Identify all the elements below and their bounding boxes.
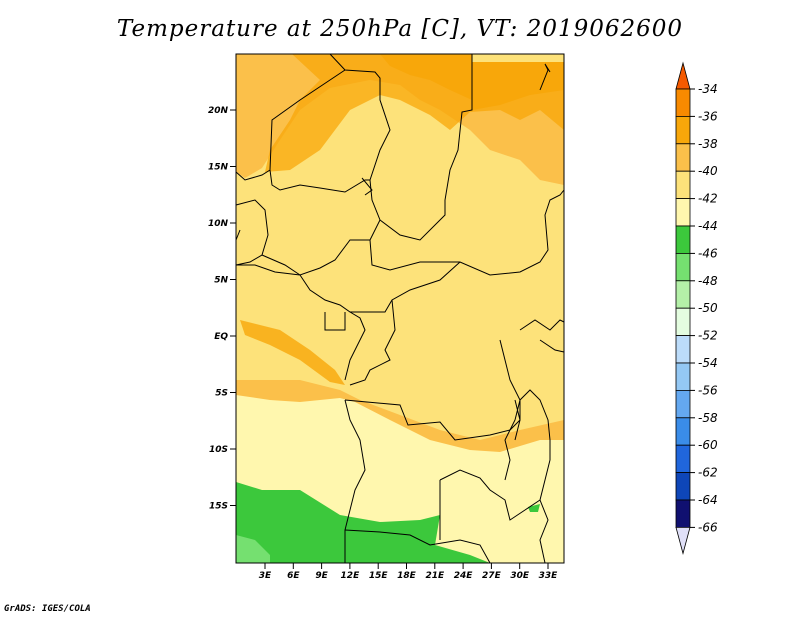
colorbar-swatch bbox=[675, 335, 691, 364]
lat-tick-label: 5S bbox=[215, 389, 228, 399]
lon-tick-label: 27E bbox=[482, 571, 502, 581]
grads-credit: GrADS: IGES/COLA bbox=[4, 604, 91, 614]
lon-tick-label: 21E bbox=[425, 571, 445, 581]
lon-tick-label: 24E bbox=[454, 571, 474, 581]
colorbar-label: -58 bbox=[698, 411, 718, 425]
longitude-axis: 3E 6E 9E 12E 15E 18E 21E 24E 27E 30E 33E bbox=[259, 563, 558, 581]
lon-tick-label: 15E bbox=[369, 571, 389, 581]
country-borders bbox=[235, 53, 565, 564]
colorbar-swatch bbox=[675, 389, 691, 419]
colorbar-label: -50 bbox=[698, 301, 718, 315]
colorbar-swatch bbox=[675, 143, 691, 172]
colorbar: -34 -36 -38 -40 -42 -44 -46 -48 -50 -52 -54 -56 -58 -… bbox=[675, 61, 718, 555]
colorbar-swatch bbox=[675, 417, 691, 446]
lon-tick-label: 33E bbox=[539, 571, 559, 581]
lat-tick-label: 5N bbox=[214, 276, 228, 286]
colorbar-swatch bbox=[675, 252, 691, 282]
lon-tick-label: 6E bbox=[287, 571, 300, 581]
lat-tick-label: EQ bbox=[214, 332, 228, 342]
colorbar-label: -40 bbox=[698, 164, 718, 178]
colorbar-label: -60 bbox=[698, 438, 718, 452]
colorbar-bottom-arrow bbox=[675, 527, 691, 555]
colorbar-swatch bbox=[675, 88, 691, 117]
lon-tick-label: 3E bbox=[259, 571, 272, 581]
colorbar-swatch bbox=[675, 362, 691, 391]
colorbar-swatch bbox=[675, 280, 691, 309]
lat-tick-label: 10N bbox=[208, 219, 229, 229]
lat-tick-label: 20N bbox=[208, 106, 229, 116]
map-title: Temperature at 250hPa [C], VT: 201906260… bbox=[116, 16, 684, 42]
colorbar-label: -52 bbox=[698, 329, 718, 343]
lon-tick-label: 30E bbox=[510, 571, 530, 581]
lon-tick-label: 18E bbox=[397, 571, 417, 581]
field-band-38-36-east bbox=[472, 62, 564, 110]
colorbar-label: -42 bbox=[698, 192, 718, 206]
colorbar-label: -66 bbox=[698, 520, 718, 534]
colorbar-label: -34 bbox=[698, 82, 718, 96]
colorbar-label: -54 bbox=[698, 356, 718, 370]
colorbar-label: -62 bbox=[698, 466, 718, 480]
colorbar-label: -38 bbox=[698, 137, 718, 151]
colorbar-swatch bbox=[675, 499, 691, 528]
colorbar-swatch bbox=[675, 225, 691, 254]
colorbar-swatch bbox=[675, 116, 691, 145]
colorbar-swatch bbox=[675, 170, 691, 199]
colorbar-swatch bbox=[675, 307, 691, 337]
lat-tick-label: 10S bbox=[209, 445, 228, 455]
lon-tick-label: 9E bbox=[315, 571, 328, 581]
temperature-field bbox=[236, 54, 564, 563]
colorbar-label: -64 bbox=[698, 493, 718, 507]
lat-tick-label: 15N bbox=[208, 163, 229, 173]
lat-tick-label: 15S bbox=[209, 502, 228, 512]
colorbar-label: -44 bbox=[698, 219, 718, 233]
colorbar-label: -36 bbox=[698, 109, 718, 123]
lon-tick-label: 12E bbox=[341, 571, 361, 581]
colorbar-label: -46 bbox=[698, 246, 718, 260]
field-band-38-36-core bbox=[380, 54, 472, 100]
colorbar-swatch bbox=[675, 472, 691, 501]
colorbar-swatch bbox=[675, 198, 691, 227]
map-frame bbox=[235, 53, 565, 564]
latitude-axis: 20N 15N 10N 5N EQ 5S 10S 15S bbox=[208, 106, 236, 512]
colorbar-swatch bbox=[675, 444, 691, 474]
colorbar-label: -56 bbox=[698, 383, 718, 397]
field-band-48-46 bbox=[236, 535, 270, 563]
field-streak-equator bbox=[240, 320, 345, 385]
colorbar-label: -48 bbox=[698, 274, 718, 288]
colorbar-top-arrow bbox=[675, 61, 691, 90]
field-spot-46-44 bbox=[528, 504, 540, 512]
